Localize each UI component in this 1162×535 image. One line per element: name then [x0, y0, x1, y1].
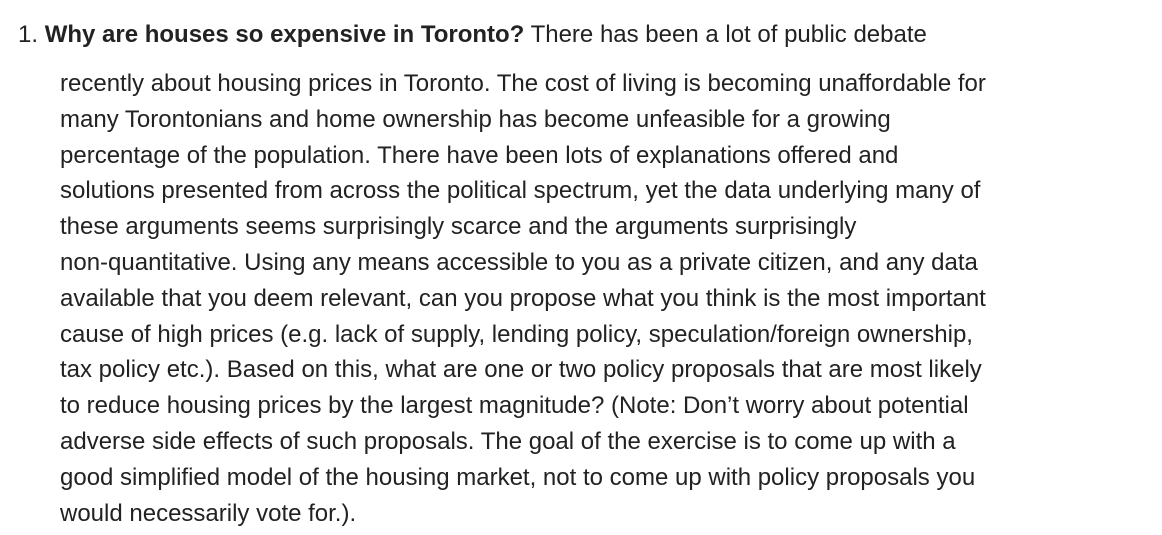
- question-line: adverse side effects of such proposals. …: [60, 427, 956, 455]
- question-title: Why are houses so expensive in Toronto?: [44, 21, 525, 48]
- question-line: to reduce housing prices by the largest …: [60, 392, 969, 420]
- question-line: available that you deem relevant, can yo…: [60, 284, 986, 312]
- question-first-line-text: There has been a lot of public debate: [530, 21, 927, 48]
- question-line: recently about housing prices in Toronto…: [60, 70, 986, 97]
- question-first-line: 1. Why are houses so expensive in Toront…: [18, 19, 927, 51]
- question-line: many Torontonians and home ownership has…: [60, 105, 891, 133]
- question-line: tax policy etc.). Based on this, what ar…: [60, 356, 982, 384]
- question-line: solutions presented from across the poli…: [60, 177, 981, 205]
- question-line: non-quantitative. Using any means access…: [60, 248, 978, 276]
- question-line: these arguments seems surprisingly scarc…: [60, 213, 857, 241]
- question-line: percentage of the population. There have…: [60, 141, 899, 169]
- question-number: 1.: [18, 21, 39, 48]
- question-line: good simplified model of the housing mar…: [60, 463, 976, 491]
- question-line: cause of high prices (e.g. lack of suppl…: [60, 320, 973, 348]
- question-body: recently about housing prices in Toronto…: [60, 66, 986, 531]
- question-line: would necessarily vote for.).: [60, 499, 357, 527]
